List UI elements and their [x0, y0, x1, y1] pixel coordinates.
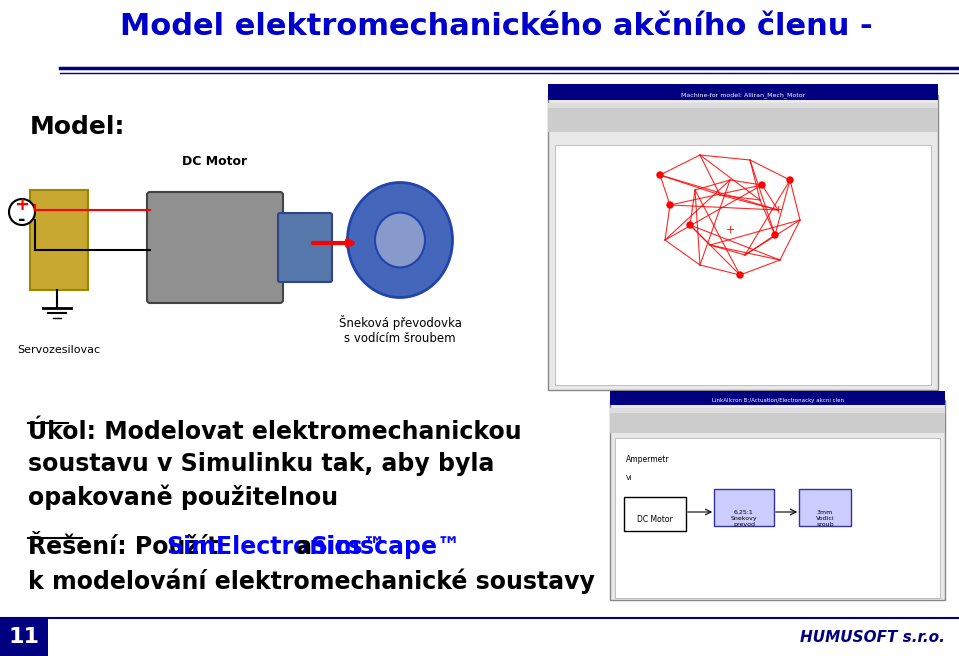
Text: DC Motor: DC Motor: [182, 155, 247, 168]
Circle shape: [759, 182, 765, 188]
Circle shape: [687, 222, 693, 228]
Text: LinkAllcron B:/Actuation/Electronacky akcni clen: LinkAllcron B:/Actuation/Electronacky ak…: [712, 398, 844, 403]
Text: k modelování elektromechanické soustavy: k modelování elektromechanické soustavy: [28, 568, 595, 594]
FancyBboxPatch shape: [714, 489, 774, 526]
FancyBboxPatch shape: [30, 190, 88, 290]
Text: 3mm
Vodici
sroub: 3mm Vodici sroub: [816, 510, 834, 527]
Text: Ampermetr: Ampermetr: [626, 455, 669, 464]
Text: Vi: Vi: [626, 475, 633, 481]
Text: Model elektromechanického akčního členu -: Model elektromechanického akčního členu …: [120, 12, 873, 41]
FancyBboxPatch shape: [624, 497, 686, 531]
Text: Servozesilovac: Servozesilovac: [17, 345, 101, 355]
Text: Model:: Model:: [30, 115, 126, 139]
Text: 11: 11: [9, 627, 39, 647]
FancyBboxPatch shape: [610, 413, 945, 433]
Text: Úkol: Modelovat elektromechanickou: Úkol: Modelovat elektromechanickou: [28, 420, 522, 444]
Text: +: +: [14, 196, 30, 214]
Text: HUMUSOFT s.r.o.: HUMUSOFT s.r.o.: [800, 630, 945, 644]
Circle shape: [787, 177, 793, 183]
FancyBboxPatch shape: [610, 391, 945, 405]
Text: +: +: [773, 205, 783, 215]
Ellipse shape: [347, 182, 453, 298]
Text: SimElectronics™: SimElectronics™: [166, 535, 386, 559]
FancyBboxPatch shape: [0, 618, 48, 656]
Text: Simscape™: Simscape™: [310, 535, 460, 559]
FancyBboxPatch shape: [615, 438, 940, 598]
Text: 6.25:1
Snekovy
prevod: 6.25:1 Snekovy prevod: [731, 510, 758, 527]
FancyBboxPatch shape: [610, 400, 945, 600]
FancyBboxPatch shape: [548, 84, 938, 100]
FancyBboxPatch shape: [548, 108, 938, 132]
Circle shape: [9, 199, 35, 225]
Circle shape: [737, 272, 743, 278]
Text: Řešení: Použít: Řešení: Použít: [28, 535, 226, 559]
Text: soustavu v Simulinku tak, aby byla: soustavu v Simulinku tak, aby byla: [28, 452, 495, 476]
Text: Machine-for model: Alliran_Mech_Motor: Machine-for model: Alliran_Mech_Motor: [681, 92, 806, 98]
FancyBboxPatch shape: [555, 145, 931, 385]
Circle shape: [667, 202, 673, 208]
Text: +: +: [725, 225, 735, 235]
FancyBboxPatch shape: [610, 408, 945, 420]
FancyBboxPatch shape: [147, 192, 283, 303]
Text: Šneková převodovka
s vodícím šroubem: Šneková převodovka s vodícím šroubem: [339, 315, 461, 345]
FancyBboxPatch shape: [548, 103, 938, 117]
Text: a: a: [288, 535, 320, 559]
FancyBboxPatch shape: [799, 489, 851, 526]
Text: DC Motor: DC Motor: [637, 515, 673, 524]
Text: opakovaně použitelnou: opakovaně použitelnou: [28, 484, 339, 510]
FancyBboxPatch shape: [548, 95, 938, 390]
Circle shape: [772, 232, 778, 238]
Circle shape: [657, 172, 663, 178]
Text: -: -: [18, 211, 26, 229]
FancyBboxPatch shape: [278, 213, 332, 282]
Ellipse shape: [375, 213, 425, 268]
